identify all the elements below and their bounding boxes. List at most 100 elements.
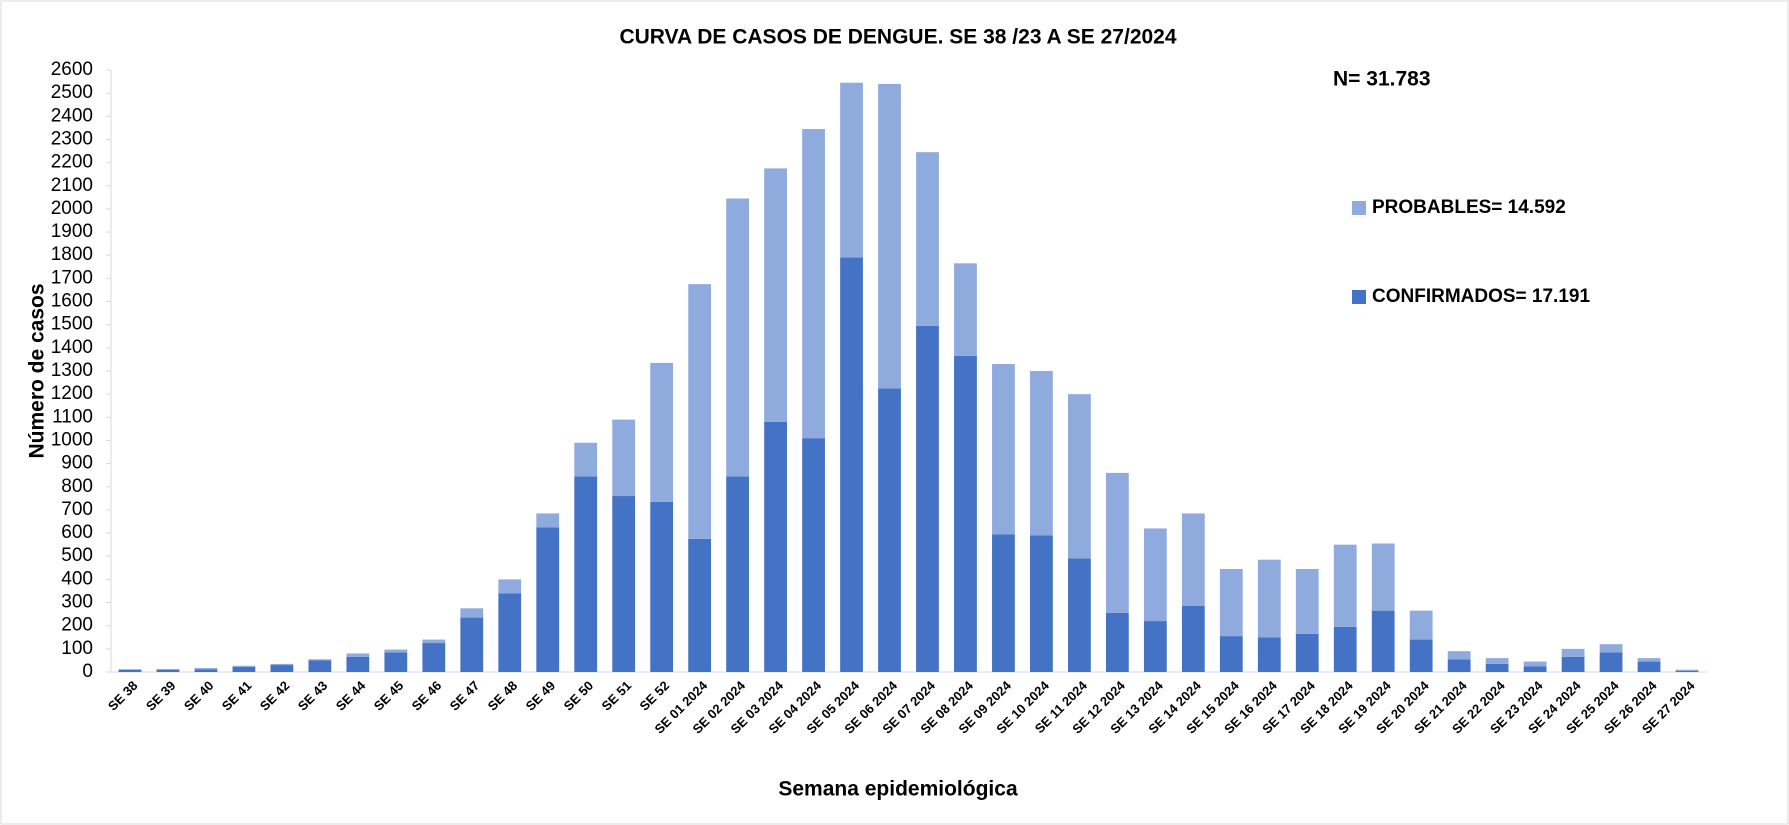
bar — [1257, 637, 1281, 672]
bar — [536, 527, 560, 672]
y-tick-label: 1100 — [52, 406, 93, 427]
y-tick-label: 2600 — [51, 59, 93, 80]
bar — [650, 362, 674, 502]
bar — [1637, 661, 1661, 672]
y-tick-label: 1600 — [51, 291, 93, 312]
bar — [1068, 558, 1091, 672]
bar — [1561, 656, 1585, 672]
y-tick-label: 2500 — [51, 82, 93, 103]
bar — [1637, 658, 1661, 662]
y-tick-label: 1400 — [51, 337, 93, 358]
bar — [1295, 568, 1319, 634]
bar — [992, 534, 1015, 672]
legend-swatch — [1352, 290, 1366, 304]
y-tick-label: 1800 — [51, 244, 93, 265]
bar — [802, 438, 825, 672]
bar — [1181, 606, 1205, 672]
y-tick-label: 800 — [61, 476, 93, 497]
bar — [688, 538, 712, 672]
annotation: N= 31.783 — [1333, 68, 1431, 91]
bar — [1447, 651, 1471, 660]
bar — [954, 263, 977, 356]
bar — [270, 665, 294, 672]
x-axis-title: Semana epidemiológica — [778, 778, 1018, 801]
legend-label: PROBABLES= 14.592 — [1372, 197, 1566, 218]
bar — [1295, 633, 1319, 672]
bar — [650, 501, 674, 672]
bar — [688, 284, 712, 539]
bar — [194, 669, 218, 672]
bar — [954, 355, 977, 672]
y-tick-label: 1900 — [51, 221, 93, 242]
bar — [726, 198, 749, 477]
bar — [118, 669, 142, 672]
bar — [422, 639, 446, 644]
bar — [1409, 610, 1433, 640]
bar — [1523, 661, 1547, 667]
bar — [156, 669, 180, 672]
bar — [384, 649, 408, 653]
bar — [764, 421, 787, 672]
bar — [802, 129, 825, 439]
y-tick-label: 500 — [61, 545, 93, 566]
bar — [346, 656, 370, 672]
y-tick-label: 2300 — [51, 128, 93, 149]
bar — [726, 476, 749, 672]
bar — [764, 168, 787, 422]
y-tick-label: 400 — [61, 568, 93, 589]
bar — [574, 442, 598, 477]
bar — [1181, 513, 1205, 607]
bar — [612, 496, 636, 672]
bar — [1105, 612, 1129, 672]
bar — [194, 668, 218, 670]
bar — [1030, 535, 1053, 672]
y-tick-label: 900 — [61, 453, 93, 474]
bar — [1219, 568, 1243, 637]
legend-label: CONFIRMADOS= 17.191 — [1372, 286, 1590, 307]
bar — [1371, 543, 1395, 611]
bar — [460, 608, 484, 618]
y-tick-label: 2000 — [51, 198, 93, 219]
bar — [1371, 610, 1395, 672]
bar — [1561, 648, 1585, 657]
bar — [498, 593, 522, 672]
y-tick-label: 700 — [61, 499, 93, 520]
y-tick-label: 200 — [61, 615, 93, 636]
bar — [346, 653, 370, 657]
y-tick-label: 2100 — [51, 175, 93, 196]
bar — [1675, 670, 1699, 672]
bar — [1068, 394, 1091, 559]
bar — [308, 659, 332, 661]
bar — [536, 513, 560, 528]
bar — [1409, 639, 1433, 672]
bar — [1030, 371, 1053, 536]
bar — [156, 668, 180, 670]
y-tick-label: 1200 — [51, 383, 93, 404]
bar — [1257, 559, 1281, 638]
bar — [878, 83, 901, 389]
bar — [916, 152, 939, 326]
y-axis-title: Número de casos — [26, 283, 49, 458]
bar — [1599, 652, 1623, 672]
bar — [1599, 644, 1623, 653]
y-tick-label: 1700 — [51, 267, 93, 288]
bar — [612, 419, 636, 497]
bar — [840, 82, 863, 258]
bar — [422, 643, 446, 672]
bar — [1143, 621, 1167, 672]
bar — [1143, 528, 1167, 622]
bar — [1333, 626, 1357, 672]
y-tick-label: 2400 — [51, 105, 93, 126]
y-tick-label: 300 — [61, 592, 93, 613]
bar — [232, 666, 256, 672]
bar — [574, 476, 598, 672]
bar — [308, 660, 332, 672]
bar — [460, 617, 484, 672]
bar — [1675, 669, 1699, 671]
bar — [916, 325, 939, 672]
legend-swatch — [1352, 201, 1366, 215]
y-tick-label: 100 — [61, 638, 93, 659]
bar — [384, 652, 408, 672]
bar — [1219, 636, 1243, 672]
